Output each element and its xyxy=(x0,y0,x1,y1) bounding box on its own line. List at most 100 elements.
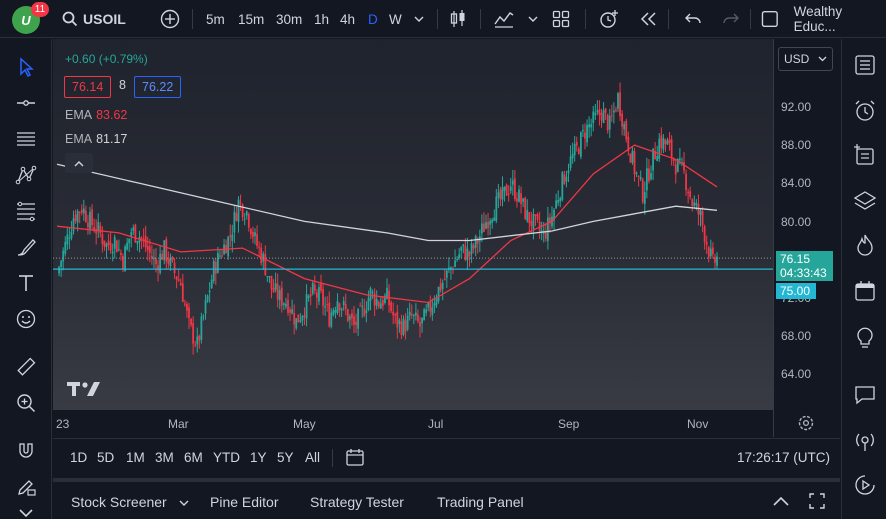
range-6m[interactable]: 6M xyxy=(184,450,203,465)
range-1d[interactable]: 1D xyxy=(70,450,88,465)
range-3m[interactable]: 3M xyxy=(155,450,174,465)
candle-body xyxy=(66,234,69,245)
layers-button[interactable] xyxy=(851,187,879,215)
fib-tool-button[interactable] xyxy=(12,197,40,225)
timeframe-15m[interactable]: 15m xyxy=(238,11,265,27)
candle-body xyxy=(122,256,124,269)
goto-date-button[interactable] xyxy=(345,447,365,472)
chart-pane[interactable] xyxy=(53,39,840,437)
ideas-button[interactable] xyxy=(851,323,879,351)
timeframe-30m[interactable]: 30m xyxy=(276,11,303,27)
cursor-tool-button[interactable] xyxy=(12,53,40,81)
candle-body xyxy=(252,231,254,238)
brush-tool-button[interactable] xyxy=(12,233,40,261)
redo-button[interactable] xyxy=(722,0,740,38)
utc-clock[interactable]: 17:26:17 (UTC) xyxy=(737,450,831,465)
chart-settings-button[interactable] xyxy=(797,414,815,437)
ema-fast-line xyxy=(56,144,718,304)
range-1m[interactable]: 1M xyxy=(126,450,145,465)
tab-pine-editor[interactable]: Pine Editor xyxy=(210,494,279,510)
indicators-dropdown-button[interactable] xyxy=(528,0,538,38)
symbol-search[interactable]: USOIL xyxy=(62,0,126,38)
candle-body xyxy=(163,240,166,260)
candle-body xyxy=(142,238,145,240)
timeframe-1h[interactable]: 1h xyxy=(314,11,330,27)
indicators-button[interactable] xyxy=(493,0,515,38)
lock-drawings-button[interactable] xyxy=(12,473,40,501)
tab-stock-screener[interactable]: Stock Screener xyxy=(71,494,189,510)
watchlist-button[interactable] xyxy=(851,51,879,79)
price-tick: 68.00 xyxy=(781,329,812,343)
alerts-panel-button[interactable] xyxy=(851,97,879,125)
timeframe-dropdown-button[interactable] xyxy=(414,0,424,38)
time-scale[interactable]: 23 Mar May Jul Sep Nov xyxy=(53,409,773,437)
undo-button[interactable] xyxy=(684,0,702,38)
candle-body xyxy=(109,242,112,251)
panel-maximize-button[interactable] xyxy=(808,492,826,515)
object-tree-button[interactable] xyxy=(851,141,879,169)
toolbar-divider xyxy=(480,9,481,29)
pattern-tool-button[interactable] xyxy=(12,161,40,189)
chart-type-button[interactable] xyxy=(449,0,467,38)
timeframe-d[interactable]: D xyxy=(368,11,378,27)
hotlists-button[interactable] xyxy=(851,231,879,259)
buy-price-button[interactable]: 76.22 xyxy=(134,76,182,98)
ema-slow-legend[interactable]: EMA 81.17 xyxy=(65,132,127,146)
replay-button[interactable] xyxy=(638,0,658,38)
lightbulb-icon xyxy=(857,327,873,348)
candle-body xyxy=(328,302,331,327)
candle-body xyxy=(445,270,448,278)
icon-tool-button[interactable] xyxy=(12,305,40,333)
zoom-tool-button[interactable] xyxy=(12,389,40,417)
calendar-panel-button[interactable] xyxy=(851,277,879,305)
grid-icon xyxy=(552,10,570,28)
range-5y[interactable]: 5Y xyxy=(277,450,294,465)
currency-select[interactable]: USD xyxy=(778,47,833,71)
magnet-tool-button[interactable] xyxy=(12,437,40,465)
range-5d[interactable]: 5D xyxy=(97,450,115,465)
candle-body xyxy=(303,315,306,318)
layout-grid-button[interactable] xyxy=(552,0,570,38)
more-panels-button[interactable] xyxy=(851,471,879,499)
range-all[interactable]: All xyxy=(305,450,321,465)
candle-body xyxy=(64,241,67,254)
compare-add-button[interactable] xyxy=(160,0,180,38)
streams-button[interactable] xyxy=(851,427,879,455)
measure-tool-button[interactable] xyxy=(12,353,40,381)
sell-price-button[interactable]: 76.14 xyxy=(64,76,112,98)
channel-tool-button[interactable] xyxy=(12,125,40,153)
legend-collapse-button[interactable] xyxy=(65,153,93,173)
candle-body xyxy=(557,199,560,203)
range-divider xyxy=(332,449,333,467)
timeframe-w[interactable]: W xyxy=(389,11,402,27)
candle-body xyxy=(536,214,539,220)
tradingview-logo-icon[interactable] xyxy=(67,380,101,403)
range-ytd[interactable]: YTD xyxy=(213,450,240,465)
range-1y[interactable]: 1Y xyxy=(250,450,267,465)
price-scale[interactable] xyxy=(773,39,840,437)
pattern-nodes-icon xyxy=(15,165,37,185)
panel-expand-button[interactable] xyxy=(772,494,790,512)
candle-body xyxy=(113,237,116,249)
chats-button[interactable] xyxy=(851,381,879,409)
candle-body xyxy=(351,313,353,319)
candle-body xyxy=(390,302,393,312)
more-tools-button[interactable] xyxy=(12,499,40,519)
timeframe-5m[interactable]: 5m xyxy=(206,11,225,27)
candle-body xyxy=(136,241,139,244)
candle-body xyxy=(237,199,240,222)
candle-body xyxy=(495,196,498,221)
ema-fast-label: EMA xyxy=(65,108,93,122)
tab-strategy-tester[interactable]: Strategy Tester xyxy=(310,494,404,510)
ema-fast-legend[interactable]: EMA 83.62 xyxy=(65,108,127,122)
alert-button[interactable] xyxy=(598,0,620,38)
text-tool-button[interactable] xyxy=(12,269,40,297)
tab-trading-panel[interactable]: Trading Panel xyxy=(437,494,524,510)
candle-body xyxy=(87,222,89,228)
candle-body xyxy=(522,198,525,202)
layout-menu[interactable]: Wealthy Educ... xyxy=(761,0,886,38)
candle-body xyxy=(384,295,386,303)
timeframe-4h[interactable]: 4h xyxy=(340,11,356,27)
candle-body xyxy=(140,237,143,239)
trend-line-tool-button[interactable] xyxy=(12,89,40,117)
